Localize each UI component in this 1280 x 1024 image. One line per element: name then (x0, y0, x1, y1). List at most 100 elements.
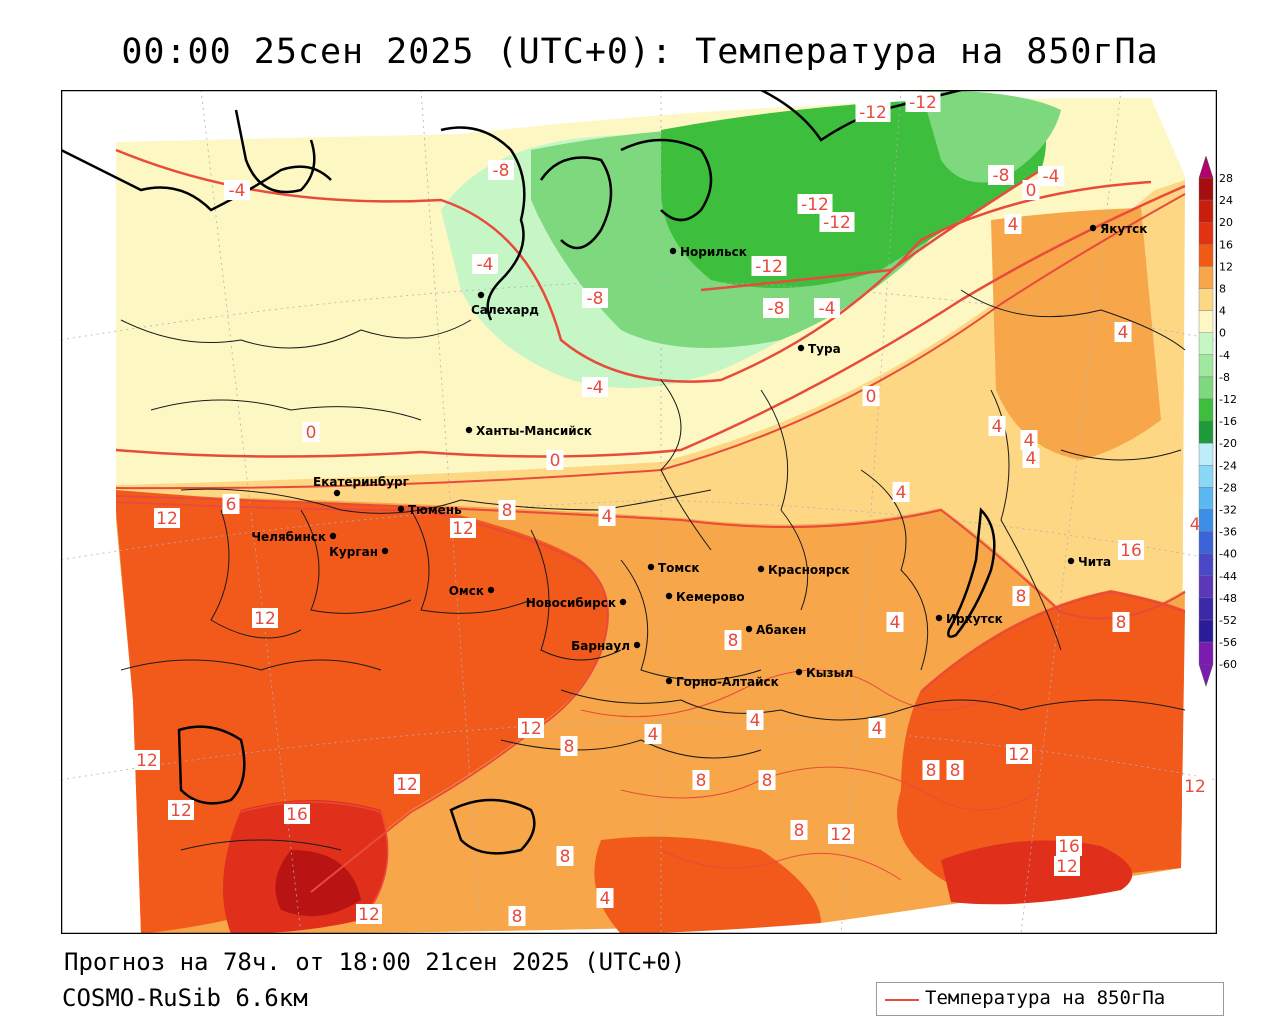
svg-text:8: 8 (762, 771, 773, 791)
city-label: Барнаул (571, 639, 630, 653)
region-borders (120, 289, 1186, 851)
isotherm-line (240, 801, 389, 923)
city-label: Новосибирск (526, 596, 616, 610)
contour-value-label: 0 (302, 422, 320, 443)
colorbar-tick-label: -52 (1219, 614, 1237, 627)
temperature-map[interactable]: -12 -12-12-12-12-8-8 -8-8-4-4-4-4-40000444… (61, 90, 1217, 934)
isotherm-line (660, 849, 902, 881)
city-dot (465, 426, 473, 434)
contour-value-label: 12 (168, 800, 194, 821)
svg-text:4: 4 (890, 613, 901, 633)
colorbar-tick-label: 16 (1219, 238, 1233, 251)
svg-text:0: 0 (306, 423, 317, 443)
colorbar-swatch (1198, 199, 1214, 223)
svg-text:4: 4 (602, 507, 613, 527)
city-marker: Омск (449, 584, 495, 598)
isotherm-line (115, 184, 1186, 458)
map-frame (61, 90, 1217, 934)
region-border (960, 289, 1186, 351)
field-12-south (594, 836, 821, 934)
colorbar-swatch (1198, 487, 1214, 510)
contour-value-label: 8 (1112, 612, 1130, 633)
contour-value-label: 12 (450, 518, 476, 539)
city-marker: Салехард (471, 291, 539, 317)
colorbar-tick-label: -4 (1219, 349, 1230, 362)
colorbar-swatch (1198, 177, 1214, 201)
svg-text:4: 4 (648, 725, 659, 745)
colorbar-tick-label: 0 (1219, 327, 1226, 340)
city-marker: Норильск (669, 245, 747, 259)
colorbar-swatch (1198, 641, 1214, 665)
city-label: Иркутск (946, 612, 1003, 626)
colorbar-swatch (1198, 531, 1214, 554)
contour-value-label: 8 (724, 630, 742, 651)
contour-value-label: -4 (582, 377, 608, 398)
region-border (180, 839, 342, 851)
field-8-yakutia (991, 208, 1161, 460)
city-dot (329, 532, 337, 540)
city-marker: Тура (797, 342, 841, 356)
svg-text:-4: -4 (819, 299, 836, 319)
city-dot (1067, 557, 1075, 565)
svg-text:12: 12 (170, 801, 192, 821)
colorbar-bottom-arrow (1198, 663, 1214, 688)
colorbar-tick-labels: 28 24 20 16 12 8 4 0 -4 -8 -12 -16 -20 -24 -28 -32 -36 -4… (1219, 172, 1237, 671)
city-markers: Якутск Норильск Салехард Тура Ханты-Мансийск… (251, 222, 1147, 689)
isotherm-line (115, 193, 1186, 490)
city-dot (665, 592, 673, 600)
svg-text:8: 8 (564, 737, 575, 757)
graticule-line (200, 90, 302, 934)
svg-text:12: 12 (830, 825, 852, 845)
region-border (620, 559, 762, 681)
colorbar-tick-label: -12 (1219, 393, 1237, 406)
colorbar-swatch (1198, 619, 1214, 643)
city-dot (669, 247, 677, 255)
contour-value-label: -4 (224, 180, 250, 201)
city-label: Салехард (471, 303, 539, 317)
coastline (440, 126, 526, 321)
svg-text:12: 12 (1184, 777, 1206, 797)
colorbar-swatch (1198, 354, 1214, 378)
contour-value-label: 12 (518, 718, 544, 739)
svg-text:0: 0 (550, 451, 561, 471)
contour-value-label: -12 (819, 212, 855, 233)
contour-value-label: 8 (508, 906, 526, 927)
city-dot (477, 291, 485, 299)
colorbar-swatch (1198, 244, 1214, 267)
contour-value-label: -4 (472, 254, 498, 275)
city-marker: Чита (1067, 555, 1111, 569)
colorbar-swatch (1198, 553, 1214, 577)
city-dot (397, 505, 405, 513)
contour-value-label: -4 (1038, 166, 1064, 187)
region-border (180, 488, 712, 514)
svg-text:-8: -8 (993, 166, 1010, 186)
city-label: Кемерово (676, 590, 745, 604)
svg-text:12: 12 (136, 751, 158, 771)
svg-text:0: 0 (1026, 181, 1037, 201)
city-label: Норильск (680, 245, 747, 259)
contour-labels: -12 -12-12-12-12-8-8 -8-8-4-4-4-4-40000444… (134, 92, 1208, 927)
contour-value-label: 8 (1012, 586, 1030, 607)
svg-text:12: 12 (520, 719, 542, 739)
city-label: Чита (1078, 555, 1111, 569)
region-border (1060, 449, 1182, 461)
svg-text:-12: -12 (859, 103, 887, 123)
contour-value-label: 8 (692, 770, 710, 791)
contour-value-label: -8 (988, 165, 1014, 186)
city-dot (381, 547, 389, 555)
contour-value-label: 4 (1114, 322, 1132, 343)
city-dot (935, 614, 943, 622)
svg-text:4: 4 (1026, 449, 1037, 469)
region-border (760, 389, 809, 611)
city-marker: Иркутск (935, 612, 1003, 626)
city-dot (757, 565, 765, 573)
colorbar-swatch (1198, 575, 1214, 599)
colorbar-tick-label: -16 (1219, 415, 1237, 428)
coastline (620, 138, 713, 222)
coastline (947, 507, 996, 638)
city-dot (745, 625, 753, 633)
city-marker: Кызыл (795, 666, 853, 680)
contour-value-label: 12 (394, 774, 420, 795)
legend-box: Температура на 850гПа (876, 982, 1224, 1016)
model-info: COSMO-RuSib 6.6км (62, 984, 308, 1012)
